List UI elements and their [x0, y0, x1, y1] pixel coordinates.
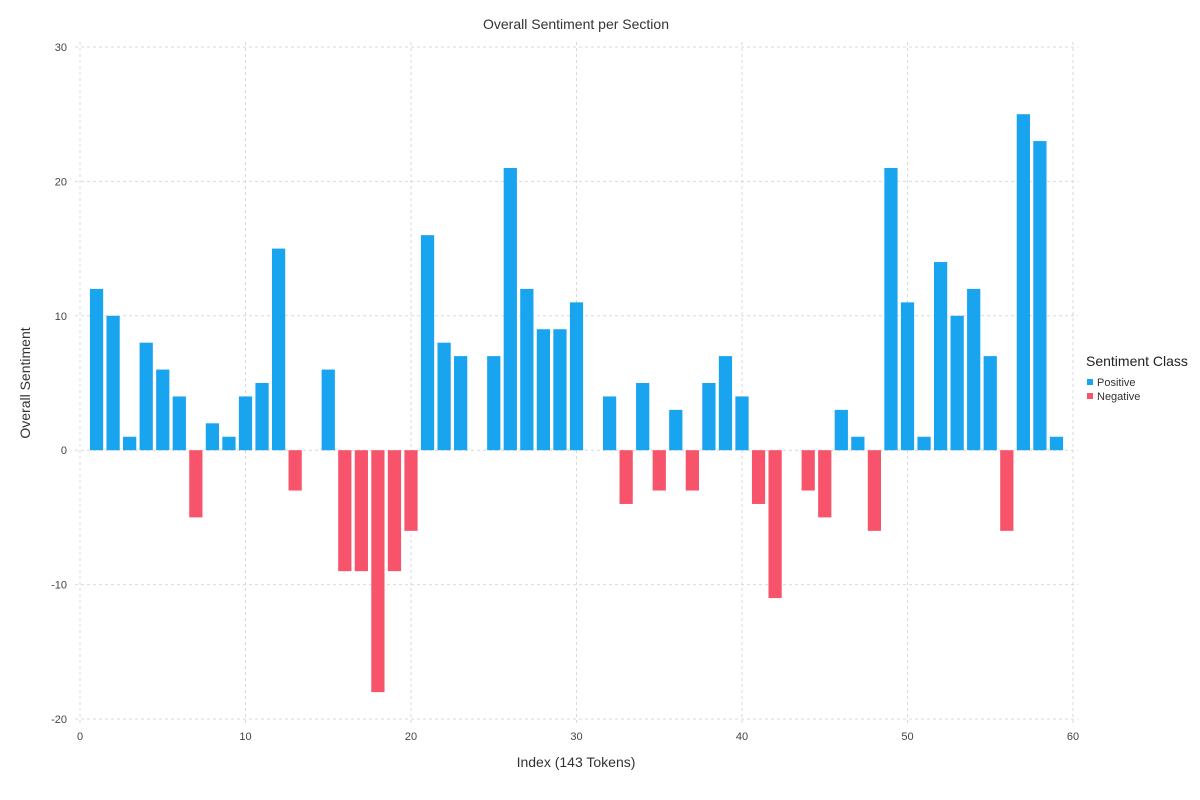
- bar-negative: [801, 450, 815, 491]
- legend: Sentiment Class Positive Negative: [1086, 353, 1188, 403]
- bar-positive: [89, 288, 104, 451]
- bars: [89, 114, 1064, 693]
- bar-positive: [1049, 436, 1064, 451]
- bar-positive: [321, 369, 335, 451]
- x-tick-label: 0: [77, 731, 83, 743]
- bar-positive: [156, 369, 170, 451]
- bar-negative: [685, 450, 699, 491]
- y-tick-label: -10: [51, 580, 67, 592]
- bar-positive: [602, 396, 617, 451]
- bar-positive: [851, 436, 865, 451]
- bar-negative: [652, 450, 666, 491]
- bar-positive: [636, 383, 650, 451]
- x-tick-label: 60: [1067, 731, 1079, 743]
- bar-positive: [933, 262, 948, 451]
- legend-title: Sentiment Class: [1086, 353, 1188, 369]
- bar-positive: [735, 396, 749, 451]
- legend-swatch-negative: [1087, 393, 1093, 399]
- legend-label-positive: Positive: [1097, 377, 1136, 389]
- bar-positive: [487, 356, 501, 451]
- x-tick-label: 20: [405, 731, 417, 743]
- chart-title: Overall Sentiment per Section: [483, 16, 669, 32]
- x-tick-label: 10: [239, 731, 251, 743]
- bar-positive: [669, 409, 683, 451]
- y-tick-label: -20: [51, 714, 67, 726]
- x-tick-label: 40: [736, 731, 748, 743]
- bar-negative: [751, 450, 766, 504]
- bar-negative: [818, 450, 832, 518]
- bar-positive: [553, 329, 567, 451]
- bar-negative: [867, 450, 882, 531]
- x-tick-label: 30: [570, 731, 582, 743]
- bar-positive: [437, 342, 451, 451]
- bar-positive: [702, 383, 716, 451]
- y-tick-label: 0: [61, 445, 67, 457]
- bar-positive: [950, 315, 964, 451]
- bar-positive: [205, 423, 220, 451]
- y-axis-title: Overall Sentiment: [17, 327, 33, 438]
- bar-negative: [371, 450, 385, 693]
- x-tick-label: 50: [901, 731, 913, 743]
- bar-positive: [967, 288, 981, 451]
- y-tick-label: 20: [55, 176, 67, 188]
- bar-negative: [768, 450, 782, 599]
- bar-negative: [619, 450, 633, 504]
- bar-positive: [884, 167, 898, 451]
- bar-positive: [271, 248, 286, 451]
- bar-positive: [139, 342, 153, 451]
- bar-positive: [255, 383, 269, 451]
- bar-positive: [106, 315, 120, 451]
- bar-positive: [569, 302, 584, 451]
- bar-positive: [718, 356, 733, 451]
- bar-negative: [354, 450, 368, 572]
- bar-positive: [834, 409, 848, 451]
- y-tick-label: 10: [55, 311, 67, 323]
- bar-positive: [172, 396, 186, 451]
- bar-positive: [1033, 141, 1047, 451]
- bar-positive: [420, 235, 435, 451]
- bar-positive: [917, 436, 931, 451]
- bar-negative: [288, 450, 302, 491]
- bar-positive: [900, 302, 915, 451]
- bar-positive: [222, 436, 236, 451]
- bar-positive: [454, 356, 468, 451]
- bar-positive: [1016, 114, 1030, 451]
- bar-negative: [189, 450, 203, 518]
- bar-positive: [123, 436, 137, 451]
- bar-positive: [238, 396, 253, 451]
- bar-positive: [536, 329, 551, 451]
- legend-swatch-positive: [1087, 379, 1093, 385]
- bar-positive: [503, 167, 517, 451]
- legend-label-negative: Negative: [1097, 391, 1140, 403]
- bar-negative: [338, 450, 352, 572]
- bar-negative: [404, 450, 418, 531]
- bar-negative: [387, 450, 402, 572]
- bar-positive: [520, 288, 534, 451]
- x-axis-title: Index (143 Tokens): [517, 754, 636, 770]
- bar-negative: [1000, 450, 1014, 531]
- y-tick-label: 30: [55, 42, 67, 54]
- tick-labels: 0 10 20 30 40 50 60 -20 -10 0 10 20 30: [51, 42, 1079, 743]
- bar-positive: [983, 356, 997, 451]
